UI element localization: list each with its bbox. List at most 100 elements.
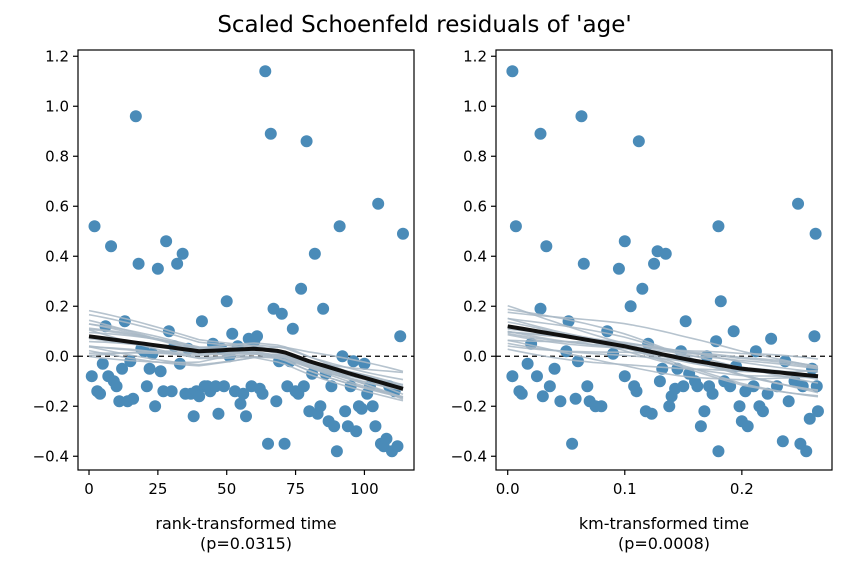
left-residual-point [132, 257, 145, 270]
left-residual-point [264, 127, 277, 140]
left-residual-point [209, 380, 222, 393]
left-residual-point [339, 405, 352, 418]
left-residual-point [259, 65, 272, 78]
left-residual-point [157, 385, 170, 398]
right-residual-point [618, 370, 631, 383]
right-residual-point [515, 387, 528, 400]
right-residual-point [566, 437, 579, 450]
left-p-value: (p=0.0315) [199, 534, 293, 553]
left-residual-point [160, 235, 173, 248]
left-residual-point [372, 197, 385, 210]
left-y-tick-label: 0.2 [45, 297, 69, 315]
left-residual-point [127, 392, 140, 405]
right-residual-point [595, 400, 608, 413]
right-y-tick-label: 0.2 [463, 297, 487, 315]
left-y-tick-label: −0.2 [33, 397, 69, 415]
left-residual-point [350, 425, 363, 438]
right-residual-point [808, 330, 821, 343]
left-residual-point [347, 355, 360, 368]
right-residual-point [607, 347, 620, 360]
left-residual-point [105, 240, 118, 253]
left-residual-point [256, 387, 269, 400]
left-residual-point [314, 400, 327, 413]
left-residual-point [333, 220, 346, 233]
right-y-tick-label: 0.6 [463, 197, 487, 215]
right-bootstrap-curve [507, 308, 819, 391]
right-residual-point [536, 390, 549, 403]
left-residual-point [116, 362, 129, 375]
left-residual-point [237, 387, 250, 400]
right-y-tick-label: 1.2 [463, 47, 487, 65]
left-residual-point [226, 327, 239, 340]
left-residual-point [394, 330, 407, 343]
right-residual-point [792, 197, 805, 210]
left-residual-point [212, 407, 225, 420]
left-residual-point [113, 395, 126, 408]
left-residual-point [94, 387, 107, 400]
right-residual-point [612, 262, 625, 275]
left-residual-point [85, 370, 98, 383]
left-y-tick-label: 0.6 [45, 197, 69, 215]
left-trend-line [88, 334, 404, 391]
right-residual-point [714, 295, 727, 308]
right-residual-point [509, 220, 522, 233]
right-y-tick-label: 0.8 [463, 147, 487, 165]
right-residual-point [521, 357, 534, 370]
right-x-axis-title: km-transformed time [578, 514, 750, 533]
left-residual-point [171, 257, 184, 270]
right-residual-point [756, 405, 769, 418]
left-axes-frame [77, 49, 415, 471]
right-residual-point [554, 395, 567, 408]
right-residual-point [712, 220, 725, 233]
left-residual-point [300, 135, 313, 148]
right-residual-point [659, 247, 672, 260]
left-y-tick-label: 1.2 [45, 47, 69, 65]
left-residual-point [154, 365, 167, 378]
left-residual-point [297, 380, 310, 393]
right-residual-point [632, 135, 645, 148]
right-residual-panel: −0.4 −0.2 0.0 0.2 0.4 0.6 0.8 1.0 1.2 0.0 0.1 0.2 [451, 47, 833, 498]
right-residual-point [648, 257, 661, 270]
right-residual-point [691, 380, 704, 393]
left-residual-point [129, 110, 142, 123]
right-residual-point [809, 227, 822, 240]
right-residual-point [601, 325, 614, 338]
left-residual-point [187, 410, 200, 423]
left-residual-point [330, 445, 343, 458]
right-x-tick-label: 0.0 [496, 480, 520, 498]
right-residual-point [534, 127, 547, 140]
right-residual-point [653, 375, 666, 388]
right-residual-point [800, 445, 813, 458]
right-residual-point [581, 380, 594, 393]
left-residual-point [240, 410, 252, 423]
left-residual-point [176, 247, 189, 260]
right-residual-point [530, 370, 543, 383]
left-x-axis-title: rank-transformed time [155, 514, 337, 533]
left-residual-point [355, 402, 368, 415]
left-bootstrap-curve [88, 323, 404, 402]
right-x-tick-label: 0.2 [730, 480, 754, 498]
left-residual-point [96, 357, 109, 370]
right-y-tick-label: 1.0 [463, 97, 487, 115]
right-residual-point [656, 362, 669, 375]
right-residual-point [575, 110, 588, 123]
right-residual-point [727, 325, 740, 338]
right-x-axis-label: km-transformed time (p=0.0008) [496, 514, 832, 554]
right-residual-point [548, 362, 561, 375]
right-residual-point [706, 387, 719, 400]
right-axes-frame [495, 49, 833, 471]
right-residual-point [677, 380, 690, 393]
right-residual-point [506, 370, 519, 383]
left-residual-point [295, 282, 308, 295]
right-residual-point [624, 300, 637, 313]
left-residual-point [165, 385, 178, 398]
left-residual-point [140, 380, 153, 393]
left-residual-point [369, 420, 382, 433]
right-residual-point [712, 445, 725, 458]
left-y-tick-label: 0.8 [45, 147, 69, 165]
left-residual-point [270, 395, 283, 408]
left-x-tick-label: 0 [84, 480, 94, 498]
right-residual-point [698, 405, 711, 418]
right-residual-point [765, 332, 778, 345]
left-y-tick-label: 0.0 [45, 347, 69, 365]
